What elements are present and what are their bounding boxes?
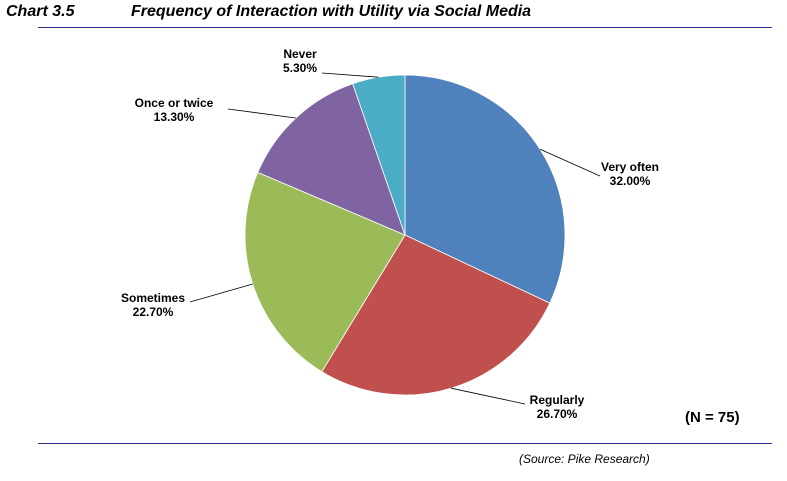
sample-size-note: (N = 75): [685, 409, 740, 426]
slice-label-regularly: Regularly: [530, 393, 585, 407]
bottom-divider: [38, 443, 772, 444]
slice-once-or-twice: [257, 83, 406, 236]
top-divider: [38, 27, 772, 28]
leader-line-regularly: [451, 387, 526, 405]
slice-label-once-or-twice: Once or twice: [135, 96, 214, 110]
slice-value-very-often: 32.00%: [610, 174, 651, 188]
pie-slices: [244, 74, 566, 396]
slice-value-sometimes: 22.70%: [133, 305, 174, 319]
chart-title: Frequency of Interaction with Utility vi…: [131, 3, 532, 20]
slice-label-never: Never: [283, 47, 317, 61]
leader-line-sometimes: [189, 283, 253, 303]
chart-header: Chart 3.5 Frequency of Interaction with …: [0, 0, 787, 28]
leader-line-very-often: [539, 148, 601, 177]
slice-value-never: 5.30%: [283, 61, 317, 75]
slice-value-once-or-twice: 13.30%: [154, 110, 195, 124]
leader-line-once-or-twice: [227, 108, 296, 119]
slice-label-sometimes: Sometimes: [121, 291, 185, 305]
source-note: (Source: Pike Research): [519, 452, 650, 466]
slice-label-very-often: Very often: [601, 160, 659, 174]
slice-value-regularly: 26.70%: [537, 407, 578, 421]
leader-line-never: [321, 72, 379, 78]
slice-regularly: [321, 234, 551, 396]
slice-very-often: [404, 74, 566, 304]
chart-number: Chart 3.5: [6, 3, 75, 20]
label-leader-lines: [189, 72, 601, 405]
